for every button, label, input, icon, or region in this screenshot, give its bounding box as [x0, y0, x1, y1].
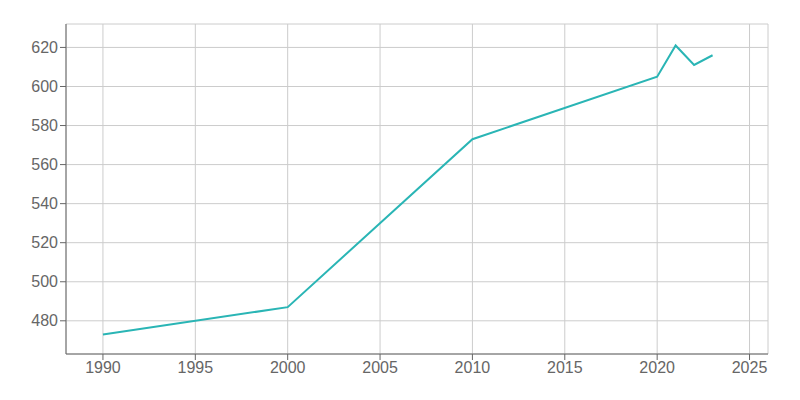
- svg-text:1995: 1995: [178, 359, 214, 376]
- svg-text:540: 540: [31, 195, 58, 212]
- svg-text:500: 500: [31, 273, 58, 290]
- svg-text:620: 620: [31, 39, 58, 56]
- svg-text:1990: 1990: [85, 359, 121, 376]
- svg-text:520: 520: [31, 234, 58, 251]
- svg-text:2005: 2005: [362, 359, 398, 376]
- svg-text:2000: 2000: [270, 359, 306, 376]
- svg-text:580: 580: [31, 117, 58, 134]
- svg-text:2010: 2010: [455, 359, 491, 376]
- svg-text:2015: 2015: [547, 359, 583, 376]
- svg-text:560: 560: [31, 156, 58, 173]
- svg-text:480: 480: [31, 312, 58, 329]
- svg-text:2025: 2025: [732, 359, 768, 376]
- svg-text:600: 600: [31, 78, 58, 95]
- svg-text:2020: 2020: [639, 359, 675, 376]
